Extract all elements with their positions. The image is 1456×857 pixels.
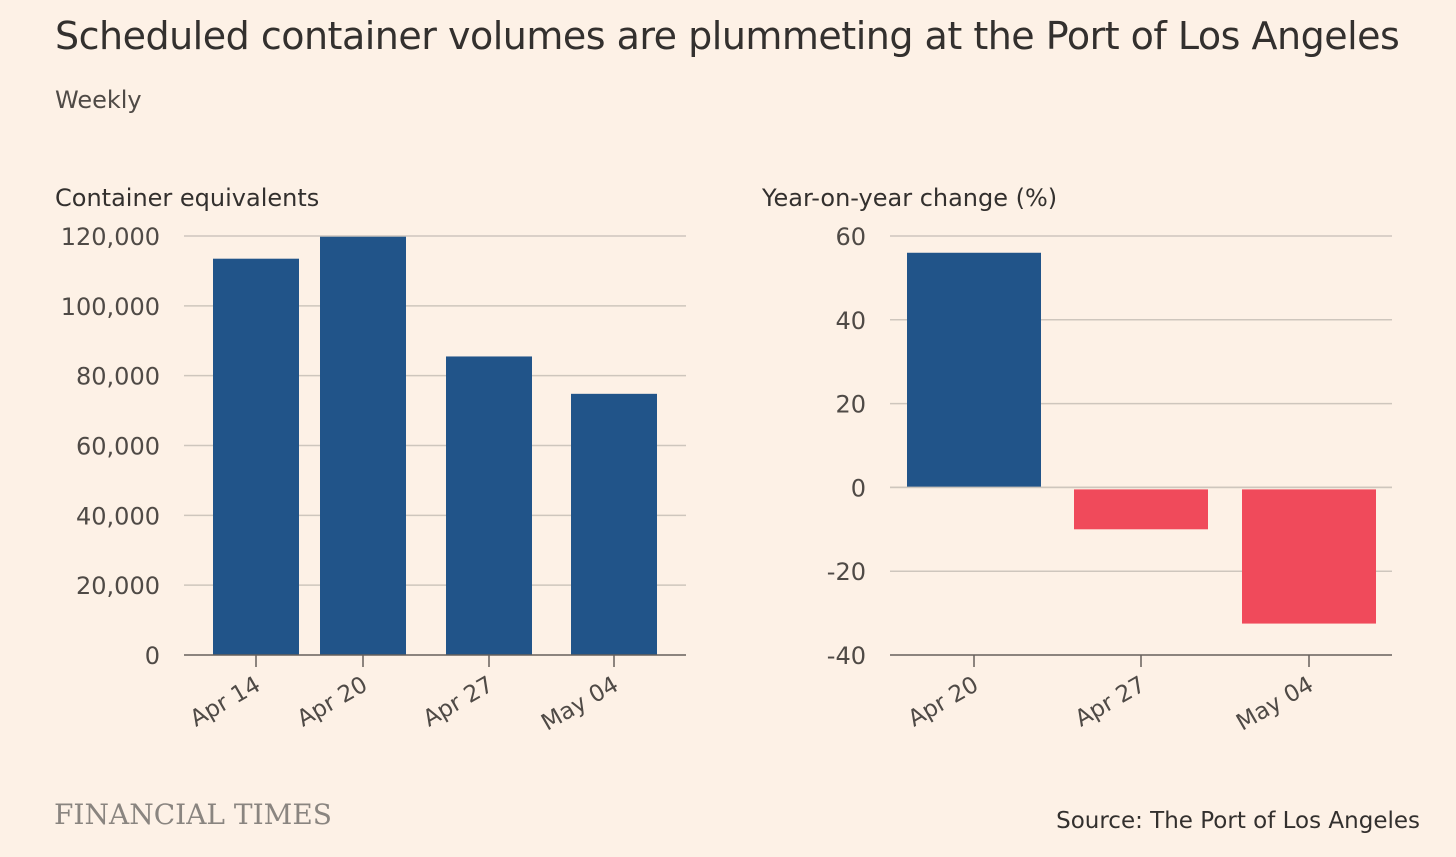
ytick-label: -40	[827, 642, 866, 670]
bar-apr-14	[213, 258, 299, 655]
right-ytick-labels: -40 -20 0 20 40 60	[827, 223, 866, 670]
xtick-label: Apr 20	[293, 672, 372, 733]
ytick-label: 40	[835, 307, 866, 335]
left-ytick-labels: 0 20,000 40,000 60,000 80,000 100,000 120,000	[61, 223, 160, 670]
left-bars	[213, 236, 657, 655]
xtick-label: Apr 14	[186, 672, 265, 733]
ytick-label: 40,000	[76, 502, 160, 530]
bar-apr-20	[907, 252, 1041, 488]
right-ylabel: Year-on-year change (%)	[761, 184, 1057, 212]
yoy-change-chart: Year-on-year change (%) -40 -20 0 20 40 60 Ap…	[761, 184, 1392, 736]
xtick-label: May 04	[1232, 672, 1318, 737]
xtick-label: Apr 20	[904, 672, 983, 733]
chart-title: Scheduled container volumes are plummeti…	[55, 14, 1400, 58]
financial-times-logo: FINANCIAL TIMES	[54, 798, 332, 831]
ytick-label: -20	[827, 558, 866, 586]
source-note: Source: The Port of Los Angeles	[1056, 808, 1420, 834]
ytick-label: 0	[145, 642, 160, 670]
ytick-label: 60	[835, 223, 866, 251]
ytick-label: 60,000	[76, 433, 160, 461]
ytick-label: 20,000	[76, 572, 160, 600]
xtick-label: Apr 27	[419, 672, 498, 733]
bar-apr-27	[1074, 489, 1208, 530]
bar-may-04	[571, 393, 657, 655]
left-x-axis: Apr 14 Apr 20 Apr 27 May 04	[184, 654, 686, 737]
right-bars	[907, 252, 1376, 624]
chart-subtitle: Weekly	[55, 86, 142, 114]
xtick-label: Apr 27	[1071, 672, 1150, 733]
ytick-label: 100,000	[61, 293, 160, 321]
bar-may-04	[1242, 489, 1376, 624]
left-ylabel: Container equivalents	[55, 184, 319, 212]
ytick-label: 80,000	[76, 363, 160, 391]
bar-apr-27	[446, 356, 532, 655]
ytick-label: 20	[835, 391, 866, 419]
xtick-label: May 04	[537, 672, 623, 737]
bar-apr-20	[320, 236, 406, 655]
container-volume-chart: Container equivalents 0 20,000 40,000 60,00…	[55, 184, 686, 736]
ytick-label: 0	[851, 474, 866, 502]
ytick-label: 120,000	[61, 223, 160, 251]
